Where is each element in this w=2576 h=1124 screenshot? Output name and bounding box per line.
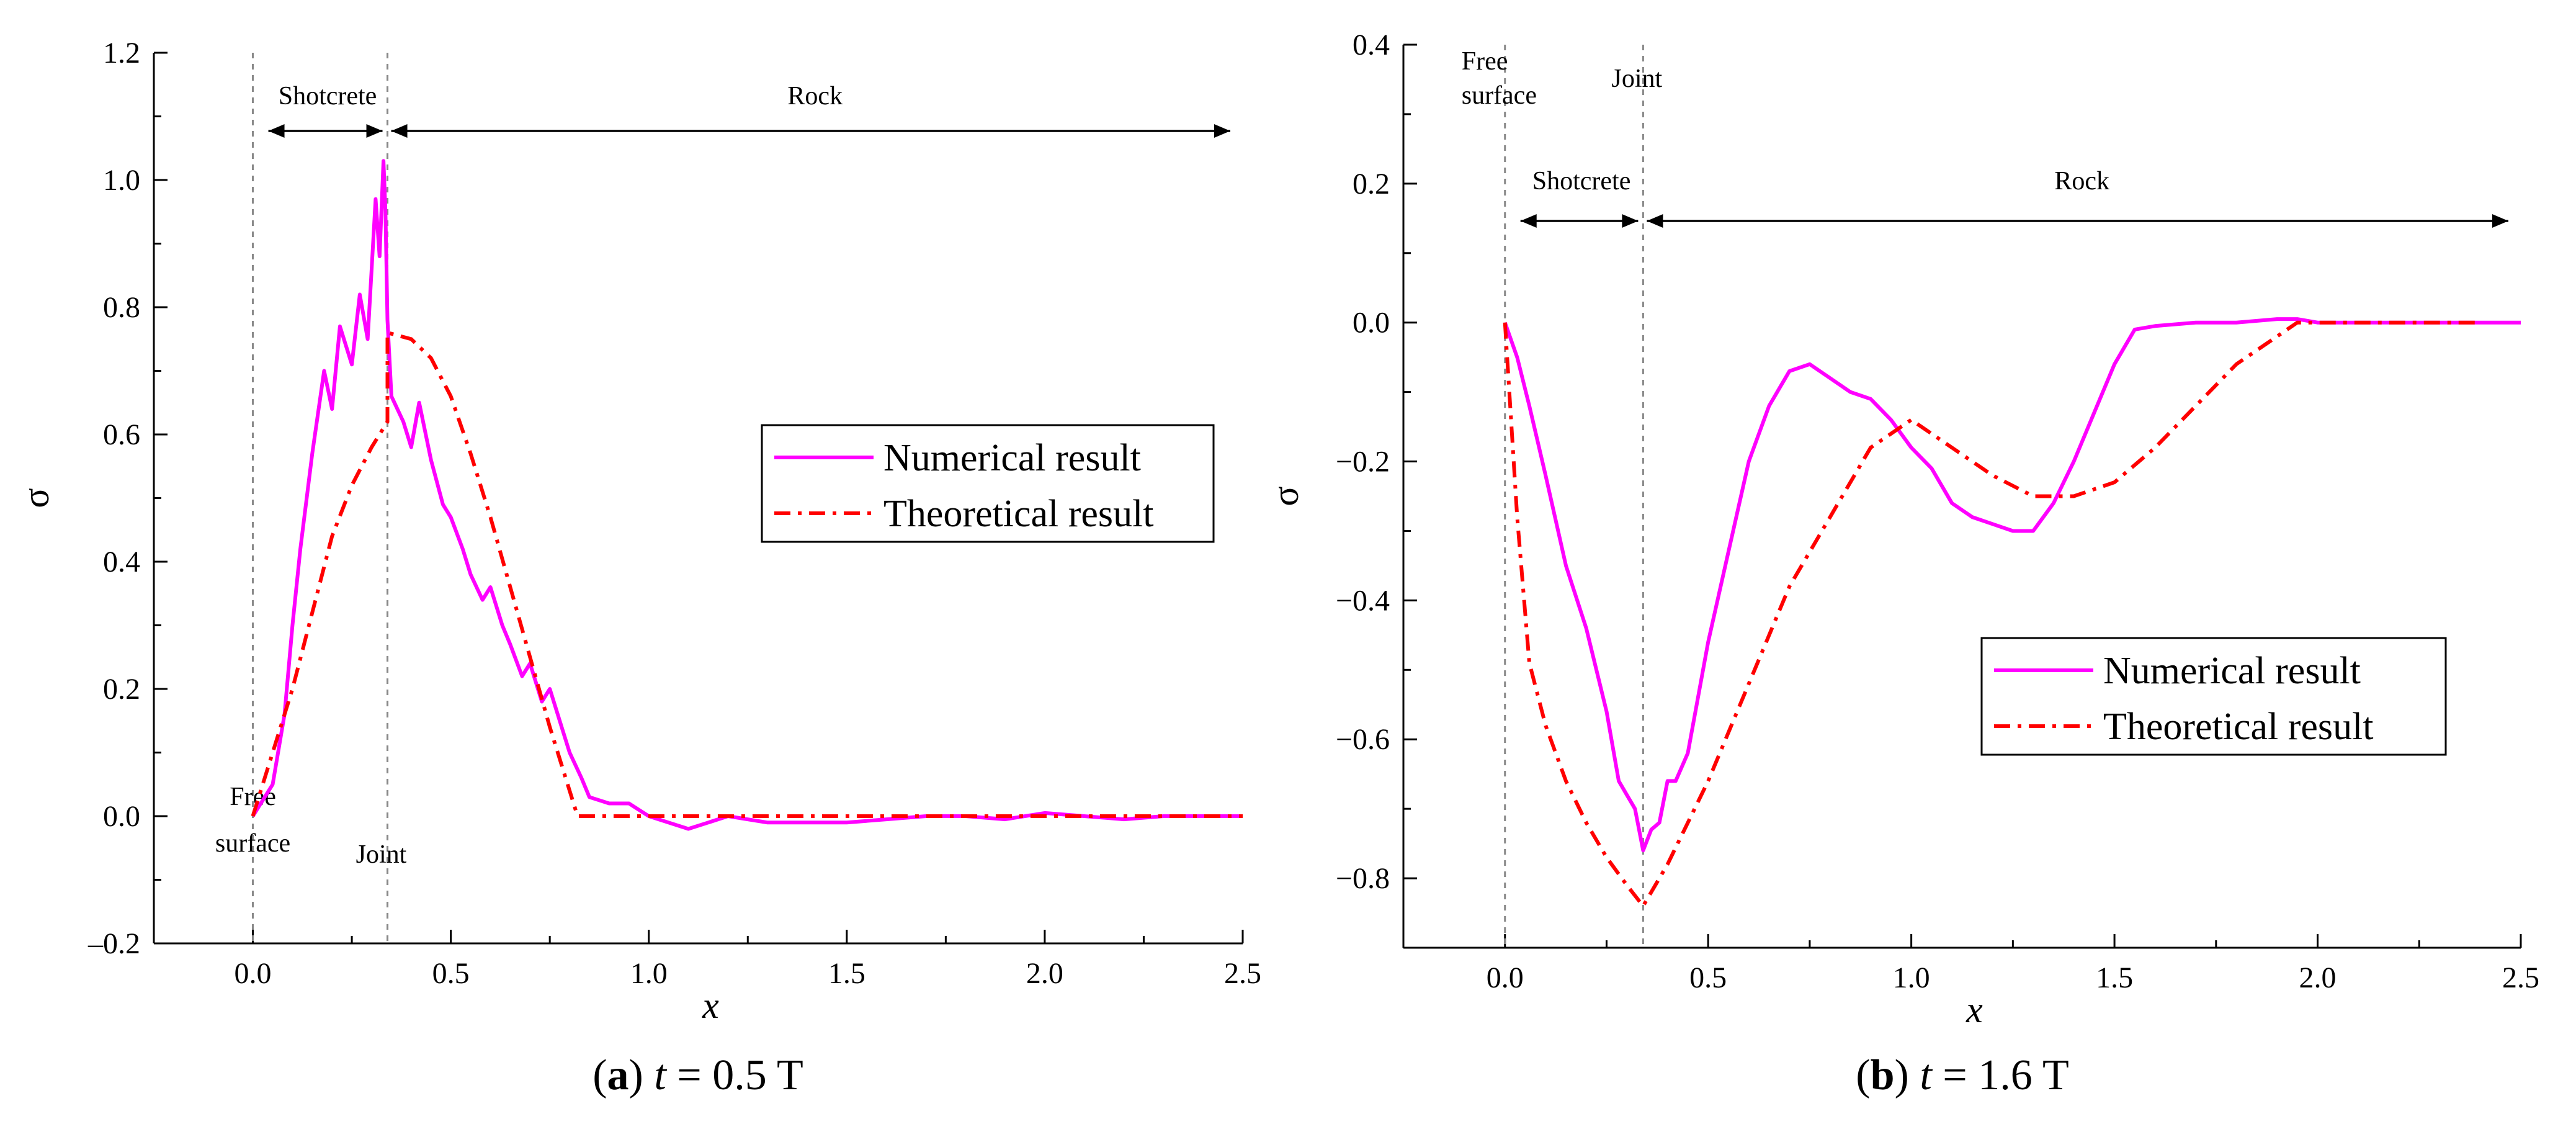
x-tick-label: 1.0 bbox=[630, 957, 668, 990]
shotcrete-arrowhead-left bbox=[1520, 214, 1537, 228]
caption-variable: t bbox=[654, 1051, 667, 1099]
y-tick-label: 0.4 bbox=[103, 546, 140, 578]
legend-theoretical-label: Theoretical result bbox=[883, 493, 1154, 535]
caption-variable: t bbox=[1920, 1051, 1933, 1099]
x-tick-label: 2.0 bbox=[2299, 961, 2337, 994]
x-tick-label: 2.5 bbox=[2502, 961, 2539, 994]
y-tick-label: 0.0 bbox=[1353, 307, 1390, 339]
legend-box bbox=[1980, 637, 2447, 756]
panel-caption: (a) t = 0.5 T bbox=[593, 1051, 803, 1099]
shotcrete-arrowhead-right bbox=[1622, 214, 1639, 228]
y-tick-label: 0.2 bbox=[1353, 168, 1390, 200]
y-tick-label: 0.8 bbox=[103, 291, 140, 324]
free-surface-label-line2: surface bbox=[1462, 81, 1537, 110]
caption-punct: ) bbox=[1895, 1051, 1920, 1099]
x-tick-label: 0.5 bbox=[432, 957, 470, 990]
shotcrete-arrowhead-right bbox=[366, 124, 383, 138]
caption-punct: ) bbox=[629, 1051, 655, 1099]
x-tick-label: 1.0 bbox=[1893, 961, 1930, 994]
free-surface-label-line1: Free bbox=[230, 783, 276, 811]
caption-punct: ( bbox=[1856, 1051, 1870, 1099]
y-axis-title: σ bbox=[16, 488, 56, 508]
caption-value: = 1.6 T bbox=[1932, 1051, 2069, 1099]
panel-label: a bbox=[607, 1051, 629, 1099]
panel-label: b bbox=[1871, 1051, 1895, 1099]
caption-punct: ( bbox=[593, 1051, 607, 1099]
theoretical-result-series bbox=[1503, 320, 2480, 910]
x-tick-label: 0.0 bbox=[1487, 961, 1524, 994]
x-tick-label: 0.0 bbox=[235, 957, 272, 990]
numerical-result-series bbox=[251, 159, 1243, 831]
joint-label: Joint bbox=[356, 840, 407, 869]
y-tick-label: –0.2 bbox=[87, 927, 140, 960]
free-surface-label-line1: Free bbox=[1462, 47, 1508, 76]
panel-caption: (b) t = 1.6 T bbox=[1856, 1051, 2069, 1099]
rock-arrowhead-left bbox=[1647, 214, 1663, 228]
x-tick-label: 0.5 bbox=[1689, 961, 1727, 994]
y-axis-title: σ bbox=[1265, 486, 1306, 506]
y-tick-label: 1.2 bbox=[103, 37, 140, 70]
y-tick-label: 0.0 bbox=[103, 800, 140, 833]
numerical-result-series bbox=[1503, 317, 2521, 853]
y-tick-label: −0.8 bbox=[1336, 862, 1390, 895]
theoretical-result-series bbox=[251, 330, 1243, 818]
y-tick-label: 0.6 bbox=[103, 418, 140, 451]
legend-numerical-label: Numerical result bbox=[883, 437, 1141, 479]
x-tick-label: 1.5 bbox=[2096, 961, 2133, 994]
x-tick-label: 1.5 bbox=[828, 957, 865, 990]
y-tick-label: −0.2 bbox=[1336, 446, 1390, 479]
panel-a-chart: –0.2 0.0 0.2 0.4 0.6 0.8 1.0 1.2 0.0 0.5 1.0 1.5 2.0… bbox=[16, 37, 1261, 1099]
rock-label: Rock bbox=[787, 82, 843, 110]
legend-numerical-label: Numerical result bbox=[2103, 650, 2361, 692]
rock-arrowhead-left bbox=[391, 124, 408, 138]
rock-label: Rock bbox=[2054, 167, 2109, 196]
rock-arrowhead-right bbox=[1214, 124, 1230, 138]
x-axis-title: x bbox=[1966, 989, 1983, 1030]
legend-theoretical-label: Theoretical result bbox=[2103, 706, 2374, 748]
x-axis-title: x bbox=[702, 985, 719, 1026]
panel-b-chart: −0.8 −0.6 −0.4 −0.2 0.0 0.2 0.4 0.0 0.5 1.0 1.5 2.0… bbox=[1265, 29, 2539, 1099]
y-tick-label: 1.0 bbox=[103, 164, 140, 197]
shotcrete-arrowhead-left bbox=[268, 124, 285, 138]
y-tick-label: −0.6 bbox=[1336, 723, 1390, 756]
rock-arrowhead-right bbox=[2492, 214, 2508, 228]
x-tick-label: 2.5 bbox=[1224, 957, 1261, 990]
y-tick-label: 0.2 bbox=[103, 673, 140, 706]
legend-box bbox=[761, 424, 1215, 543]
y-tick-label: −0.4 bbox=[1336, 584, 1390, 617]
free-surface-label-line2: surface bbox=[215, 829, 290, 858]
shotcrete-label: Shotcrete bbox=[279, 82, 377, 110]
y-tick-label: 0.4 bbox=[1353, 29, 1390, 61]
shotcrete-label: Shotcrete bbox=[1532, 167, 1631, 196]
joint-label: Joint bbox=[1612, 65, 1663, 93]
x-tick-label: 2.0 bbox=[1026, 957, 1063, 990]
caption-value: = 0.5 T bbox=[666, 1051, 803, 1099]
